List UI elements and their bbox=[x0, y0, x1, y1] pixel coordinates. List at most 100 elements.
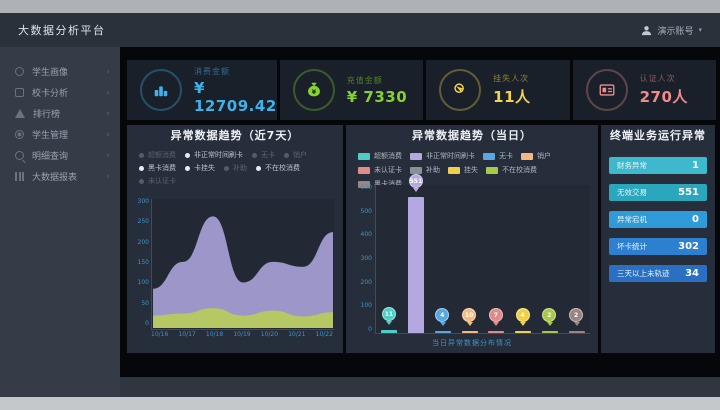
stat-row: 无效交易 551 bbox=[609, 184, 707, 201]
idcard-icon bbox=[585, 69, 628, 111]
legend-item[interactable]: 非正常时间刷卡 bbox=[410, 151, 475, 161]
sidebar-item-label: 学生管理 bbox=[32, 131, 69, 141]
dashboard-frame: 消费金额 ¥ 12709.42 ¥ 充值金额 ¥ 7330 挂失人次 bbox=[120, 47, 720, 377]
user-menu[interactable]: 演示账号 ▾ bbox=[641, 24, 702, 37]
legend-item[interactable]: 补助 bbox=[224, 163, 247, 173]
y-tick: 150 bbox=[137, 258, 149, 266]
y-tick: 100 bbox=[137, 279, 149, 287]
area-series-不在校消费 bbox=[153, 308, 333, 328]
area-chart: 300 250 200 150 100 50 0 10/16 10/17 10/18 10/19 1… bbox=[135, 199, 335, 341]
y-tick: 200 bbox=[137, 238, 149, 246]
bigdata-report-icon bbox=[15, 172, 24, 181]
area-series-非正常时间刷卡 bbox=[153, 216, 333, 328]
legend-dot-icon bbox=[284, 152, 289, 158]
sidebar-item-label: 明细查询 bbox=[32, 152, 69, 162]
legend-item[interactable]: 销户 bbox=[521, 151, 551, 161]
legend-item[interactable]: 不在校消费 bbox=[256, 163, 300, 173]
legend-item[interactable]: 补助 bbox=[410, 165, 440, 175]
balloon-tail-icon bbox=[493, 321, 500, 326]
chevron-right-icon: › bbox=[106, 108, 110, 119]
y-tick: 300 bbox=[137, 198, 149, 205]
legend-item[interactable]: 黑卡消费 bbox=[358, 179, 402, 189]
balloon-value: 4 bbox=[515, 307, 530, 322]
panel-title: 异常数据趋势（当日） bbox=[412, 129, 532, 142]
bar-挂失 bbox=[515, 330, 532, 333]
y-tick: 600 bbox=[360, 184, 372, 191]
stat-value: 302 bbox=[678, 241, 699, 252]
app-title: 大数据分析平台 bbox=[18, 24, 106, 37]
legend-item[interactable]: 挂失 bbox=[448, 165, 478, 175]
sidebar-item[interactable]: 排行榜 › bbox=[0, 103, 120, 124]
chart-caption: 当日异常数据分布情况 bbox=[432, 339, 512, 347]
sidebar-item[interactable]: 明细查询 › bbox=[0, 145, 120, 166]
y-tick: 300 bbox=[360, 254, 372, 262]
letterbox-top bbox=[0, 0, 720, 13]
y-tick: 100 bbox=[360, 302, 372, 310]
legend-item[interactable]: 黑卡消费 bbox=[139, 163, 176, 173]
kpi-row: 消费金额 ¥ 12709.42 ¥ 充值金额 ¥ 7330 挂失人次 bbox=[127, 60, 717, 120]
legend-item[interactable]: 无卡 bbox=[483, 151, 513, 161]
legend-item[interactable]: 卡挂失 bbox=[185, 163, 215, 173]
legend-dot-icon bbox=[139, 152, 144, 158]
legend-item[interactable]: 非正常时间刷卡 bbox=[185, 150, 243, 160]
kpi-label: 消费金额 bbox=[194, 66, 230, 76]
legend-item[interactable]: 未认证卡 bbox=[358, 165, 402, 175]
stat-label: 财务异常 bbox=[617, 161, 647, 170]
x-axis-labels: 10/16 10/17 10/18 10/19 10/20 10/21 10/22 bbox=[151, 331, 333, 338]
today-legend: 超额消费 非正常时间刷卡 无卡 销户 bbox=[346, 147, 598, 191]
legend-dot-icon bbox=[252, 152, 257, 158]
y-axis-ticks: 300 250 200 150 100 50 0 bbox=[135, 199, 149, 327]
legend-item[interactable]: 不在校消费 bbox=[486, 165, 537, 175]
stat-rows: 财务异常 1 无效交易 551 异常宕机 0 坏卡统计 bbox=[601, 147, 715, 282]
bar-超额消费 bbox=[381, 330, 398, 333]
legend-item[interactable]: 超额消费 bbox=[139, 150, 176, 160]
legend-swatch-icon bbox=[448, 166, 460, 174]
balloon-value: 7 bbox=[488, 307, 503, 322]
chevron-right-icon: › bbox=[106, 66, 110, 77]
top-bar: 大数据分析平台 演示账号 ▾ bbox=[0, 13, 720, 47]
sidebar-item-label: 排行榜 bbox=[33, 110, 61, 120]
sidebar-item[interactable]: 校卡分析 › bbox=[0, 82, 120, 103]
balloon-value: 551 bbox=[408, 174, 423, 189]
kpi-value: 270人 bbox=[639, 88, 688, 106]
sidebar-item[interactable]: 大数据报表 › bbox=[0, 166, 120, 187]
balloon-value: 11 bbox=[381, 307, 396, 322]
trend-today-panel: 异常数据趋势（当日） 超额消费 非正常时间刷卡 无卡 bbox=[346, 125, 598, 353]
balloon-marker: 7 bbox=[488, 307, 504, 326]
user-name: 演示账号 bbox=[657, 26, 694, 37]
sidebar-item[interactable]: 学生画像 › bbox=[0, 61, 120, 82]
bar-无卡 bbox=[434, 330, 451, 333]
sidebar-item[interactable]: 学生管理 › bbox=[0, 124, 120, 145]
y-axis-ticks: 600 500 400 300 200 100 0 bbox=[356, 185, 372, 333]
legend-item[interactable]: 未认证卡 bbox=[139, 176, 176, 186]
balloon-marker: 10 bbox=[462, 307, 477, 326]
stat-label: 异常宕机 bbox=[617, 215, 647, 224]
stat-row: 财务异常 1 bbox=[609, 157, 707, 174]
balloon-value: 10 bbox=[462, 307, 477, 322]
bar-销户 bbox=[461, 330, 478, 333]
y-tick: 0 bbox=[368, 325, 372, 333]
stat-label: 三天以上未轨迹 bbox=[617, 269, 670, 278]
legend-item[interactable]: 销户 bbox=[284, 150, 307, 160]
stat-label: 坏卡统计 bbox=[617, 242, 647, 251]
letterbox-bottom bbox=[0, 397, 720, 410]
legend-item[interactable]: 超额消费 bbox=[358, 151, 402, 161]
balloon-tail-icon bbox=[439, 321, 446, 326]
balloon-marker: 4 bbox=[515, 307, 531, 326]
sidebar: 学生画像 › 校卡分析 › 排行榜 › 学生管理 › bbox=[0, 47, 120, 397]
student-management-icon bbox=[15, 130, 24, 139]
bar-plot: 11 551 4 10 7 4 2 2 bbox=[375, 174, 590, 334]
area-plot bbox=[151, 199, 334, 330]
stat-label: 无效交易 bbox=[617, 188, 647, 197]
legend-item[interactable]: 无卡 bbox=[252, 150, 275, 160]
y-tick: 50 bbox=[141, 299, 149, 307]
stat-value: 551 bbox=[678, 187, 699, 198]
kpi-value: ¥ 7330 bbox=[346, 87, 408, 106]
legend-swatch-icon bbox=[358, 166, 370, 174]
balloon-tail-icon bbox=[546, 321, 553, 326]
legend-dot-icon bbox=[185, 152, 190, 158]
balloon-tail-icon bbox=[386, 321, 393, 326]
balloon-tail-icon bbox=[466, 321, 473, 326]
balloon-value: 2 bbox=[569, 307, 584, 322]
